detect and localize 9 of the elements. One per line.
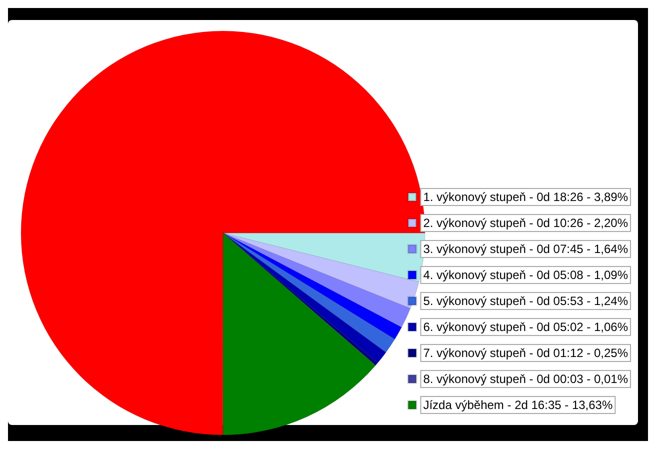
legend-label: 3. výkonový stupeň - 0d 07:45 - 1,64% [423, 242, 628, 256]
legend-label: 6. výkonový stupeň - 0d 05:02 - 1,06% [423, 320, 628, 334]
legend-label: 7. výkonový stupeň - 0d 01:12 - 0,25% [423, 346, 628, 360]
legend-label: 5. výkonový stupeň - 0d 05:53 - 1,24% [423, 294, 628, 308]
legend-label: Jízda výběhem - 2d 16:35 - 13,63% [423, 398, 613, 412]
legend-label: 1. výkonový stupeň - 0d 18:26 - 3,89% [423, 190, 628, 204]
legend-label: 2. výkonový stupeň - 0d 10:26 - 2,20% [423, 216, 628, 230]
legend-label: 8. výkonový stupeň - 0d 00:03 - 0,01% [423, 372, 628, 386]
legend-label: 4. výkonový stupeň - 0d 05:08 - 1,09% [423, 268, 628, 282]
